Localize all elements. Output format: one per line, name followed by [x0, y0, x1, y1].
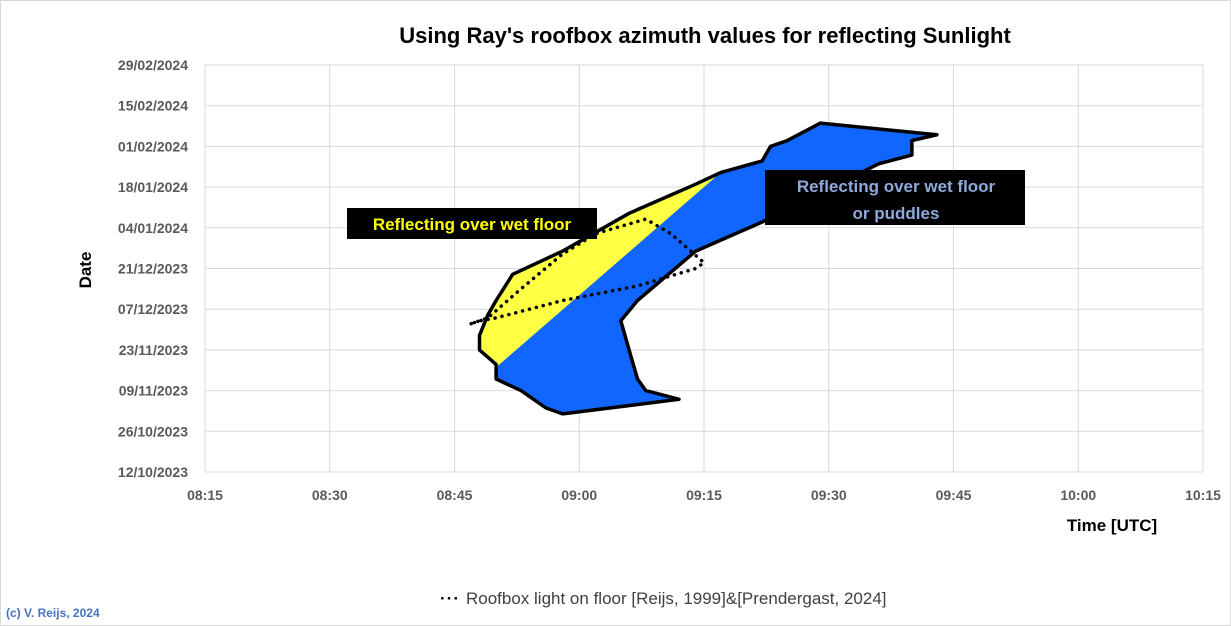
x-axis-label: Time [UTC] — [1067, 516, 1157, 535]
x-tick-label: 08:15 — [187, 487, 223, 503]
label-wet-floor: Reflecting over wet floor — [373, 215, 572, 234]
y-tick-label: 07/12/2023 — [118, 301, 188, 317]
x-tick-label: 09:00 — [561, 487, 597, 503]
legend: ··· Roofbox light on floor [Reijs, 1999]&… — [440, 589, 887, 609]
region-wet-floor-or-puddles — [479, 123, 937, 414]
y-tick-label: 12/10/2023 — [118, 464, 188, 480]
label-box-wet-floor — [347, 208, 597, 239]
series — [469, 217, 707, 326]
x-tick-label: 09:45 — [936, 487, 972, 503]
region-outline — [477, 121, 939, 416]
y-tick-label: 23/11/2023 — [119, 342, 189, 358]
label-box-wet-floor-or-puddles — [765, 170, 1025, 225]
label-wet-floor-or-puddles-line: or puddles — [853, 204, 940, 223]
regions — [477, 121, 939, 416]
grid — [204, 64, 1204, 473]
region-wet-floor — [479, 172, 721, 368]
y-tick-label: 01/02/2024 — [118, 138, 188, 154]
y-tick-label: 18/01/2024 — [118, 179, 188, 195]
ticks: 08:15 08:30 08:45 09:00 09:15 09:30 09:45 10:00… — [118, 57, 1221, 503]
y-tick-label: 26/10/2023 — [118, 423, 188, 439]
roofbox-light-dotted-line — [469, 217, 707, 326]
y-tick-label: 29/02/2024 — [118, 57, 188, 73]
y-tick-label: 04/01/2024 — [118, 220, 188, 236]
y-tick-label: 21/12/2023 — [118, 261, 188, 277]
legend-dotted-line-icon: ··· — [440, 589, 460, 608]
region-labels: Reflecting over wet floor Reflecting over… — [347, 170, 1025, 239]
x-tick-label: 10:00 — [1060, 487, 1096, 503]
legend-label: Roofbox light on floor [Reijs, 1999]&[Pr… — [465, 589, 887, 608]
x-tick-label: 08:45 — [437, 487, 473, 503]
copyright: (c) V. Reijs, 2024 — [6, 606, 100, 620]
label-wet-floor-or-puddles-line: Reflecting over wet floor — [797, 177, 996, 196]
x-tick-label: 10:15 — [1185, 487, 1221, 503]
x-tick-label: 09:15 — [686, 487, 722, 503]
x-tick-label: 08:30 — [312, 487, 348, 503]
y-tick-label: 09/11/2023 — [119, 383, 189, 399]
y-axis-label: Date — [76, 252, 95, 289]
x-tick-label: 09:30 — [811, 487, 847, 503]
y-tick-label: 15/02/2024 — [118, 98, 188, 114]
chart-title: Using Ray's roofbox azimuth values for r… — [399, 23, 1011, 48]
